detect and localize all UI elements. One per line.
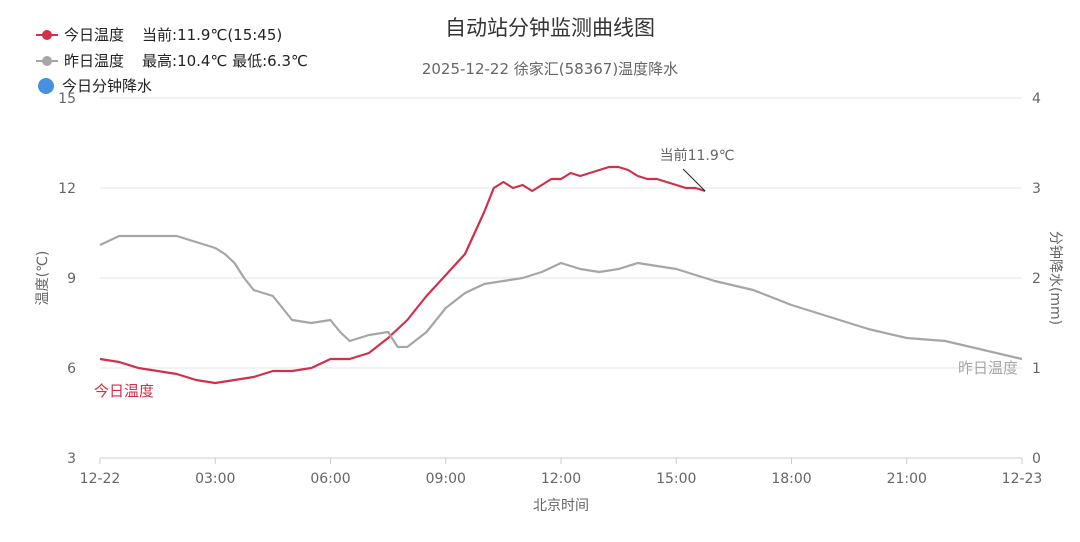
- today-temp-series-label: 今日温度: [94, 382, 154, 400]
- x-tick-label: 12-23: [1002, 471, 1043, 487]
- x-tick-label: 06:00: [310, 471, 350, 487]
- legend-label-today-temp: 今日温度: [64, 26, 125, 44]
- y-tick-label: 3: [67, 451, 76, 467]
- legend-label-yesterday-temp: 昨日温度: [64, 52, 125, 70]
- legend-current-info: 当前:11.9℃(15:45): [142, 26, 283, 44]
- current-annotation-leader: [682, 168, 706, 192]
- current-annotation-label: 当前11.9℃: [660, 147, 735, 164]
- y-tick-label: 15: [58, 91, 76, 107]
- yesterday-temp-line: [99, 234, 1023, 361]
- today-temp-legend-icon: [36, 29, 58, 40]
- legend-label-precip: 今日分钟降水: [62, 77, 153, 95]
- x-tick-label: 12:00: [541, 471, 581, 487]
- yesterday-temp-series-label: 昨日温度: [958, 359, 1018, 377]
- chart-title: 自动站分钟监测曲线图: [445, 16, 655, 40]
- legend-item-today-temp[interactable]: 今日温度 当前:11.9℃(15:45): [36, 24, 282, 45]
- y-tick-label: 12: [58, 181, 76, 197]
- chart-subtitle: 2025-12-22 徐家汇(58367)温度降水: [421, 60, 679, 78]
- x-tick-label: 15:00: [656, 471, 696, 487]
- x-tick-label: 09:00: [426, 471, 466, 487]
- today-temp-line: [99, 165, 706, 385]
- yesterday-temp-legend-icon: [36, 55, 58, 66]
- y2-tick-label: 2: [1032, 271, 1041, 287]
- y2-axis-title: 分钟降水(mm): [1047, 231, 1064, 325]
- y2-tick-label: 0: [1032, 451, 1041, 467]
- y2-tick-label: 4: [1032, 91, 1041, 107]
- legend-maxmin-info: 最高:10.4℃ 最低:6.3℃: [142, 52, 308, 70]
- x-tick-label: 21:00: [887, 471, 927, 487]
- y2-tick-label: 1: [1032, 361, 1041, 377]
- x-tick-label: 12-22: [80, 471, 121, 487]
- x-axis-title: 北京时间: [533, 498, 589, 514]
- yesterday-temp-legend-marker: [42, 55, 52, 66]
- y-axis-title: 温度(℃): [35, 251, 51, 306]
- y-tick-label: 9: [67, 271, 76, 287]
- x-tick-label: 18:00: [771, 471, 811, 487]
- precip-legend-icon: [38, 77, 54, 94]
- y-tick-label: 6: [67, 361, 76, 377]
- legend-item-yesterday-temp[interactable]: 昨日温度 最高:10.4℃ 最低:6.3℃: [36, 50, 308, 71]
- legend-item-precip[interactable]: 今日分钟降水: [36, 75, 152, 96]
- y2-tick-label: 3: [1032, 181, 1041, 197]
- today-temp-legend-marker: [42, 29, 52, 40]
- x-tick-label: 03:00: [195, 471, 235, 487]
